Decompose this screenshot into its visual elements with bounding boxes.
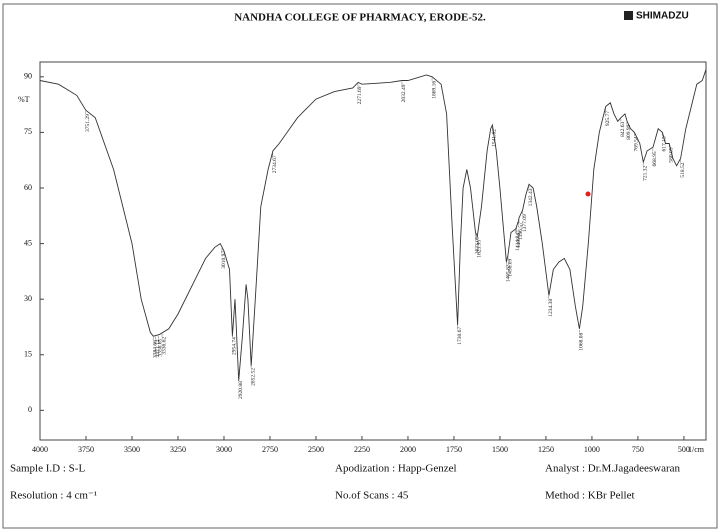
peak-label: 3371.12 (155, 339, 161, 357)
peak-label: 1068.08 (579, 332, 585, 350)
y-tick-label: 0 (28, 405, 32, 414)
x-tick-label: 3250 (170, 445, 186, 454)
peak-label: 1409.47 (516, 230, 522, 248)
x-tick-label: 4000 (32, 445, 48, 454)
peak-label: 580.05 (668, 147, 674, 162)
peak-label: 2852.52 (250, 368, 256, 386)
peak-label: 1623.95 (476, 240, 482, 258)
peak-label: 668.95 (652, 151, 658, 166)
x-tick-label: 750 (632, 445, 644, 454)
x-tick-label: 2250 (354, 445, 370, 454)
peak-label: 3384.66 (152, 340, 158, 358)
peak-label: 1396.57 (518, 222, 524, 240)
peak-label: 3751.29 (85, 114, 91, 132)
peak-label: 1234.38 (548, 299, 554, 317)
peak-label: 3336.62 (161, 337, 167, 355)
header-title: NANDHA COLLEGE OF PHARMACY, ERODE-52. (234, 12, 486, 24)
peak-label: 1633.09 (475, 236, 481, 254)
peak-label: 3010.97 (221, 251, 227, 269)
x-axis-label: 1/cm (688, 445, 705, 454)
x-tick-label: 2750 (262, 445, 278, 454)
x-tick-label: 1750 (446, 445, 462, 454)
peak-label: 2920.88 (238, 381, 244, 399)
peak-label: 1541.02 (492, 129, 498, 147)
analyst: Analyst : Dr.M.Jagadeeswaran (545, 463, 681, 475)
resolution: Resolution : 4 cm⁻¹ (10, 490, 97, 502)
y-axis-label: %T (18, 95, 30, 104)
x-tick-label: 3000 (216, 445, 232, 454)
brand-icon (624, 11, 633, 20)
sample-id: Sample I.D : S-L (10, 463, 85, 475)
x-tick-label: 500 (678, 445, 690, 454)
peak-label: 721.32 (642, 165, 648, 180)
scans: No.of Scans : 45 (335, 490, 409, 502)
y-tick-label: 90 (24, 72, 32, 81)
plot-frame (39, 61, 707, 441)
peak-label: 1414.84 (515, 233, 521, 251)
peak-label: 2734.67 (272, 155, 278, 173)
y-tick-label: 60 (24, 183, 32, 192)
peak-label: 769.54 (634, 136, 640, 151)
peak-label: 1465.83 (505, 264, 511, 282)
spectrum-line (39, 69, 707, 381)
x-tick-label: 2500 (308, 445, 324, 454)
y-tick-label: 15 (24, 350, 32, 359)
peak-label: 617.15 (662, 136, 668, 151)
x-tick-label: 3750 (78, 445, 94, 454)
brand: SHIMADZU (636, 11, 689, 22)
peak-label: 842.63 (620, 121, 626, 136)
x-tick-label: 1250 (538, 445, 554, 454)
method: Method : KBr Pellet (545, 490, 635, 502)
x-tick-label: 3500 (124, 445, 140, 454)
peak-label: 2954.74 (232, 337, 238, 355)
peak-label: 2032.49 (401, 84, 407, 102)
peak-label: 1342.43 (528, 188, 534, 206)
peak-label: 518.52 (680, 162, 686, 177)
y-tick-label: 45 (24, 238, 32, 247)
outer-frame (2, 3, 718, 529)
peak-label: 925.77 (605, 111, 611, 126)
peak-label: 1869.16 (431, 81, 437, 99)
marker-dot (585, 191, 591, 197)
x-tick-label: 2000 (400, 445, 416, 454)
peak-label: 809.99 (626, 124, 632, 139)
peak-label: 2271.69 (357, 86, 363, 104)
peak-label: 1456.09 (507, 259, 513, 277)
peak-label: 3356.65 (158, 338, 164, 356)
x-tick-label: 1000 (584, 445, 600, 454)
apodization: Apodization : Happ-Genzel (335, 463, 457, 475)
x-tick-label: 1500 (492, 445, 508, 454)
y-tick-label: 30 (24, 294, 32, 303)
peak-label: 1730.67 (457, 327, 463, 345)
y-tick-label: 75 (24, 127, 32, 136)
peak-label: 1377.09 (522, 214, 528, 232)
